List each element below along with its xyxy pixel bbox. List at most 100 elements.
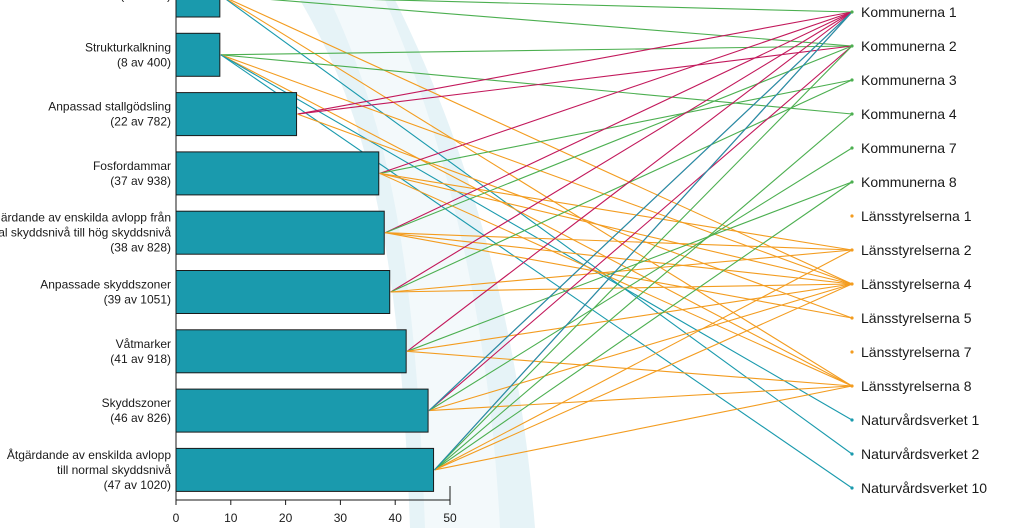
target-labels: Kommunerna 1 Kommunerna 2 Kommunerna 3 Komm… xyxy=(850,4,987,496)
target-label: Kommunerna 1 xyxy=(861,4,957,20)
category-label: (46 av 826) xyxy=(110,411,171,425)
x-tick-label: 10 xyxy=(224,511,238,525)
link-line xyxy=(379,172,853,251)
background-band-inner xyxy=(330,0,500,528)
link-line xyxy=(385,232,853,319)
target-label: Kommunerna 7 xyxy=(861,140,957,156)
x-tick-label: 50 xyxy=(443,511,457,525)
link-line xyxy=(229,0,853,285)
target-label: Kommunerna 4 xyxy=(861,106,957,122)
bar xyxy=(175,32,221,77)
link-line xyxy=(379,79,853,174)
category-label: Skyddszoner xyxy=(102,396,171,410)
link-lines xyxy=(220,0,853,489)
category-label: Anpassade skyddszoner xyxy=(40,278,171,292)
category-label: (47 av 1020) xyxy=(104,478,171,492)
target-node xyxy=(850,282,854,286)
link-line xyxy=(434,385,853,471)
target-label: Länsstyrelserna 5 xyxy=(861,310,972,326)
x-tick-label: 40 xyxy=(389,511,403,525)
category-label: Fosfordammar xyxy=(93,159,171,173)
category-label: (37 av 938) xyxy=(110,174,171,188)
bar xyxy=(175,270,391,314)
category-label: till normal skyddsnivå xyxy=(57,463,171,477)
target-node xyxy=(850,10,854,14)
target-label: Länsstyrelserna 8 xyxy=(861,378,972,394)
link-line xyxy=(434,113,853,471)
target-label: Länsstyrelserna 1 xyxy=(861,208,972,224)
category-label: Strukturkalkning xyxy=(85,40,171,54)
x-axis: 0 10 20 30 40 50 xyxy=(173,0,457,525)
target-node xyxy=(850,112,854,116)
bar xyxy=(175,151,380,196)
target-label: Naturvårdsverket 1 xyxy=(861,412,979,428)
target-node xyxy=(850,180,854,184)
bar xyxy=(175,210,385,255)
category-label: (38 av 828) xyxy=(110,241,171,255)
link-line xyxy=(220,54,853,489)
target-node xyxy=(850,384,854,388)
target-label: Kommunerna 2 xyxy=(861,38,957,54)
target-node xyxy=(850,418,854,422)
link-line xyxy=(297,11,853,115)
x-tick-label: 30 xyxy=(334,511,348,525)
target-node xyxy=(850,78,854,82)
link-line xyxy=(379,172,853,285)
link-line xyxy=(227,0,853,387)
category-label: (22 av 782) xyxy=(110,115,171,129)
link-line xyxy=(434,181,853,471)
link-line xyxy=(220,54,853,421)
target-node xyxy=(850,146,854,150)
link-line xyxy=(379,172,853,387)
category-label: (8 av 400) xyxy=(117,55,171,69)
link-line xyxy=(429,385,853,412)
link-line xyxy=(434,45,853,471)
target-node xyxy=(850,316,854,320)
target-label: Kommunerna 8 xyxy=(861,174,957,190)
link-line xyxy=(434,249,853,471)
target-node xyxy=(850,486,854,490)
target-node xyxy=(850,44,854,48)
link-line xyxy=(297,45,853,115)
link-line xyxy=(371,0,853,13)
link-line xyxy=(428,283,853,412)
link-line xyxy=(270,0,853,47)
target-node xyxy=(850,350,854,354)
link-line xyxy=(385,232,853,251)
link-line xyxy=(407,283,853,352)
category-label: Anpassad stallgödsling xyxy=(48,100,171,114)
bar xyxy=(175,329,407,374)
target-label: Länsstyrelserna 7 xyxy=(861,344,972,360)
category-labels: (8 av292) Strukturkalkning(8 av 400) Anpas… xyxy=(0,0,171,492)
target-node xyxy=(850,248,854,252)
target-label: Kommunerna 3 xyxy=(861,72,957,88)
bar xyxy=(175,388,429,433)
category-label: Våtmarker xyxy=(116,337,171,351)
bar xyxy=(175,92,298,137)
target-node xyxy=(850,452,854,456)
target-label: Naturvårdsverket 2 xyxy=(861,446,979,462)
category-label: (8 av292) xyxy=(120,0,171,3)
target-label: Länsstyrelserna 2 xyxy=(861,242,972,258)
link-line xyxy=(385,45,853,234)
link-line xyxy=(428,45,853,412)
category-label: al skyddsnivå till hög skyddsnivå xyxy=(0,226,171,240)
category-label: Åtgärdande av enskilda avlopp xyxy=(7,447,171,462)
bars xyxy=(175,0,435,492)
link-line xyxy=(220,45,853,56)
x-tick-label: 0 xyxy=(173,511,180,525)
link-line xyxy=(390,283,853,293)
link-line xyxy=(297,113,853,319)
target-label: Naturvårdsverket 10 xyxy=(861,480,987,496)
link-line xyxy=(390,11,853,293)
target-node xyxy=(850,214,854,218)
link-line xyxy=(428,11,853,412)
link-line xyxy=(406,11,853,352)
target-label: Länsstyrelserna 4 xyxy=(861,276,972,292)
link-line xyxy=(390,79,853,293)
link-line xyxy=(428,147,853,412)
link-line xyxy=(406,181,853,352)
link-line xyxy=(385,11,853,234)
link-line xyxy=(379,11,853,174)
